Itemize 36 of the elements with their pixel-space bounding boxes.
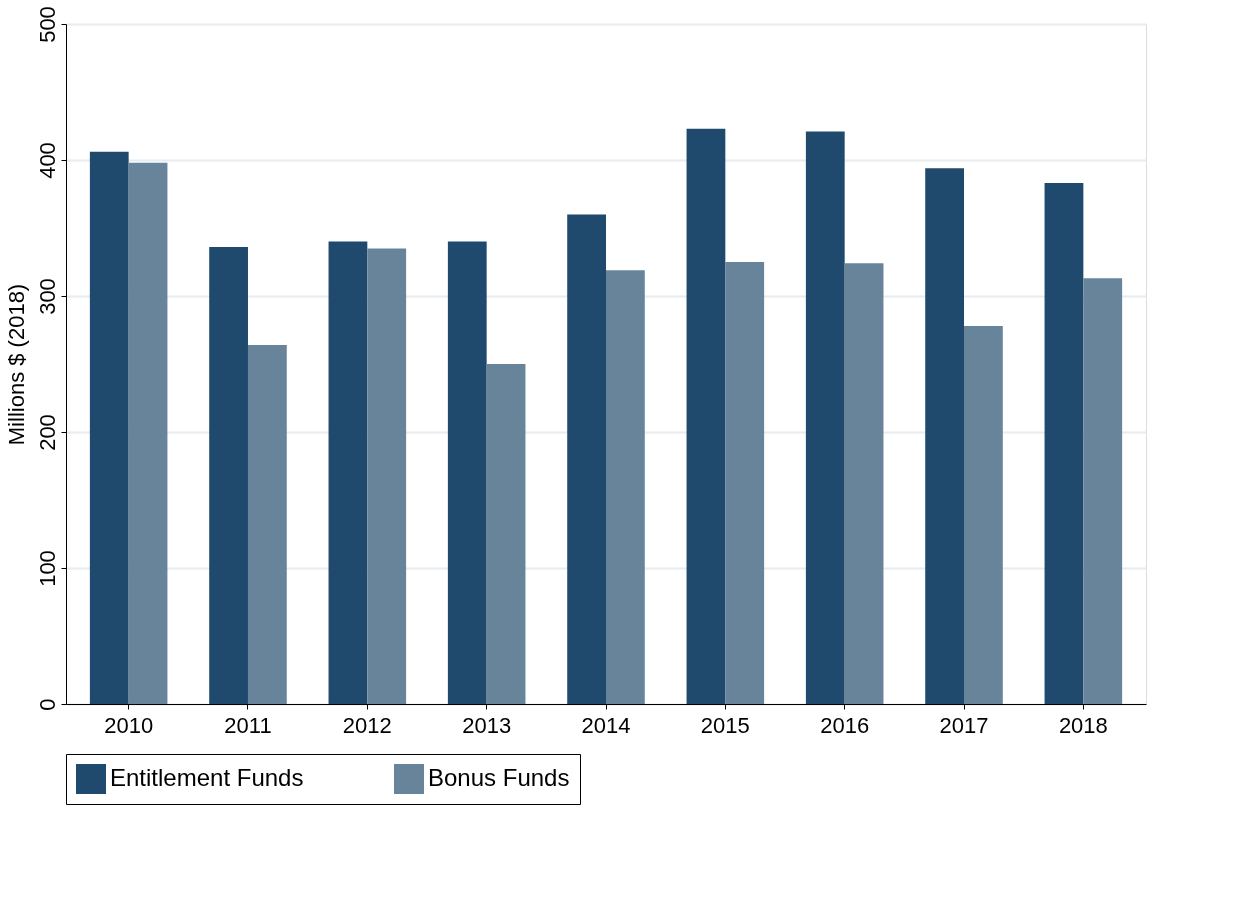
y-tick-label: 0	[34, 698, 60, 711]
bar	[964, 325, 1003, 704]
legend-label: Entitlement Funds	[110, 764, 304, 791]
y-tick-label: 500	[34, 6, 60, 43]
bar	[328, 241, 368, 704]
bar	[486, 364, 526, 704]
x-tick-label: 2012	[342, 712, 392, 738]
y-tick-label: 100	[34, 550, 60, 587]
bar	[725, 262, 765, 704]
bar	[567, 214, 606, 704]
bar	[367, 248, 407, 704]
x-tick-label: 2013	[462, 712, 512, 738]
bar	[925, 168, 965, 704]
x-tick-label: 2016	[820, 712, 870, 738]
bar	[686, 128, 726, 704]
x-tick-label: 2014	[581, 712, 631, 738]
legend-label: Bonus Funds	[428, 764, 570, 791]
bar	[247, 344, 287, 704]
x-tick-label: 2010	[104, 712, 154, 738]
y-tick-label: 200	[34, 414, 60, 451]
x-tick-label: 2011	[224, 712, 272, 738]
x-tick-label: 2015	[700, 712, 750, 738]
bar	[606, 270, 645, 704]
bar	[844, 263, 884, 704]
x-tick-label: 2017	[939, 712, 989, 738]
bar	[805, 131, 845, 704]
bar	[1083, 278, 1123, 704]
y-tick-label: 300	[34, 278, 60, 315]
bar	[128, 162, 168, 704]
y-axis-title: Millions $ (2018)	[3, 283, 29, 446]
bar	[89, 151, 129, 704]
bar	[447, 241, 487, 704]
x-tick-label: 2018	[1058, 712, 1108, 738]
y-tick-label: 400	[34, 142, 60, 179]
bar	[209, 247, 248, 704]
bar	[1044, 183, 1084, 704]
